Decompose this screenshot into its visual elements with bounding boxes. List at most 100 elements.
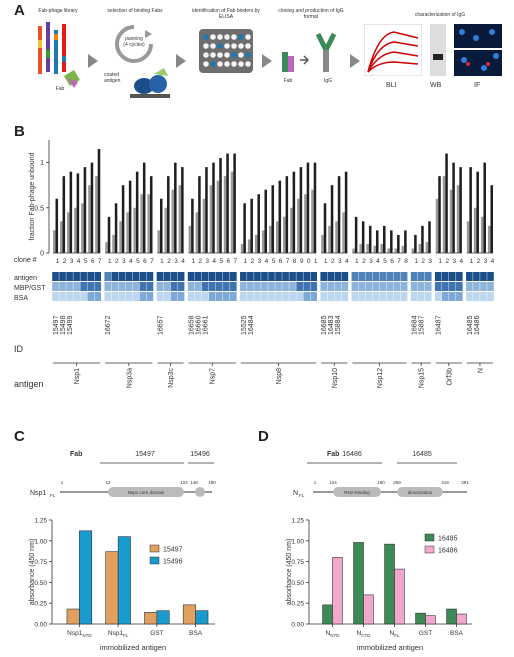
heatmap-bsa-cell — [118, 292, 126, 301]
step1-title: Fab-phage library — [38, 8, 78, 14]
antigen-group-label: Nsp3a — [126, 368, 133, 388]
step2-title: selection of binding Fabs — [107, 8, 163, 14]
bar-15496 — [79, 530, 93, 625]
bar-fab-phage-gray — [466, 221, 470, 253]
heatmap-mbp-cell — [275, 282, 282, 291]
clone-number: 1 — [108, 258, 112, 265]
bar-fab-phage-dark — [62, 176, 66, 253]
heatmap-antigen-cell — [254, 272, 261, 281]
heatmap-mbp-cell — [194, 282, 202, 291]
plate-well — [245, 34, 251, 40]
heatmap-bsa-cell — [146, 292, 154, 301]
row-label-bsa: BSA — [14, 295, 28, 302]
heatmap-mbp-cell — [448, 282, 456, 291]
bar-fab-phage-dark — [159, 198, 163, 253]
c-terminal-domain — [195, 487, 205, 497]
bar-fab-phage-dark — [212, 162, 215, 253]
heatmap-bsa-cell — [417, 292, 425, 301]
heatmap-mbp-cell — [146, 282, 154, 291]
clone-number: 6 — [279, 258, 283, 265]
plate-well — [217, 43, 223, 49]
heatmap-bsa-cell — [400, 292, 408, 301]
plate-well — [245, 43, 251, 49]
bar-fab-phage-dark — [459, 167, 462, 253]
x-tick-label: BSA — [189, 630, 203, 637]
heatmap-bsa-cell — [240, 292, 247, 301]
bar-fab-phage-dark — [354, 216, 358, 253]
heatmap-antigen-cell — [466, 272, 473, 281]
heatmap-mbp-cell — [215, 282, 223, 291]
step4-igg-label: IgG — [323, 78, 333, 84]
heatmap-antigen-cell — [358, 272, 366, 281]
x-tick-label: NNTD — [326, 630, 341, 638]
heatmap-mbp-cell — [487, 282, 494, 291]
immunofluorescence-image — [454, 24, 502, 76]
heatmap-bsa-cell — [466, 292, 473, 301]
row-label-clone: clone # — [14, 257, 37, 264]
heatmap-bsa-cell — [73, 292, 80, 301]
residue-number: 1 — [61, 480, 64, 485]
heatmap-antigen-cell — [73, 272, 80, 281]
heatmap-mbp-cell — [59, 282, 66, 291]
bar-fab-phage-dark — [257, 194, 260, 253]
heatmap-mbp-cell — [268, 282, 275, 291]
x-tick-label: BSA — [450, 630, 464, 637]
heatmap-bsa-cell — [170, 292, 178, 301]
bar-fab-phage-gray — [240, 243, 244, 253]
plate-well — [217, 61, 223, 67]
clone-number: 7 — [397, 258, 401, 265]
antigen-group-label: Nsp8 — [276, 368, 283, 384]
bar-fab-phage-gray — [216, 180, 220, 253]
heatmap-antigen-cell — [118, 272, 126, 281]
heatmap-antigen-cell — [424, 272, 432, 281]
heatmap-antigen-cell — [87, 272, 95, 281]
legend-swatch — [424, 545, 435, 554]
bar-fab-phage-gray — [209, 185, 213, 253]
heatmap-bsa-cell — [111, 292, 119, 301]
clone-number: 3 — [205, 258, 209, 265]
heatmap-bsa-cell — [187, 292, 195, 301]
clone-number: 7 — [234, 258, 238, 265]
bli-sensorgram — [364, 24, 422, 76]
heatmap-antigen-cell — [320, 272, 328, 281]
clone-number: 4 — [212, 258, 216, 265]
bar-fab-phage-gray — [126, 212, 129, 253]
bar-fab-phage-gray — [290, 207, 293, 253]
bar-fab-phage-dark — [490, 185, 494, 253]
heatmap-antigen-cell — [111, 272, 119, 281]
clone-number: 7 — [98, 258, 102, 265]
heatmap-antigen-cell — [208, 272, 216, 281]
bar-fab-phage-dark — [278, 180, 282, 253]
heatmap-antigen-cell — [59, 272, 66, 281]
y-tick-label: 0.50 — [291, 580, 304, 587]
bar-fab-phage-gray — [487, 225, 491, 253]
bar-fab-phage-gray — [442, 176, 446, 253]
bar-fab-phage-dark — [191, 198, 194, 253]
clone-number: 1 — [160, 258, 164, 265]
plate-well — [224, 34, 230, 40]
bar-fab-phage-gray — [254, 234, 258, 253]
bar-fab-phage-dark — [375, 230, 379, 253]
fab-id-label: 15525 — [241, 315, 248, 335]
heatmap-antigen-cell — [410, 272, 418, 281]
bar-fab-phage-dark — [219, 158, 222, 253]
clone-number: 1 — [191, 258, 195, 265]
fab-name: 16486 — [342, 451, 362, 458]
bar-fab-phage-dark — [181, 167, 184, 253]
bar-15497 — [144, 612, 158, 625]
heatmap-bsa-cell — [320, 292, 328, 301]
construct-subscript: FL — [299, 493, 305, 498]
y-tick-label: 1.00 — [34, 538, 47, 545]
bar-15497 — [182, 604, 196, 625]
heatmap-antigen-cell — [365, 272, 373, 281]
heatmap-antigen-cell — [456, 272, 463, 281]
plate-well — [238, 52, 244, 58]
heatmap-bsa-cell — [372, 292, 380, 301]
legend-swatch — [149, 544, 160, 553]
bar-fab-phage-gray — [247, 239, 251, 253]
y-tick-label: 0.25 — [291, 601, 304, 608]
heatmap-mbp-cell — [94, 282, 102, 291]
heatmap-bsa-cell — [254, 292, 261, 301]
fab-id-label: 15887 — [419, 315, 426, 335]
